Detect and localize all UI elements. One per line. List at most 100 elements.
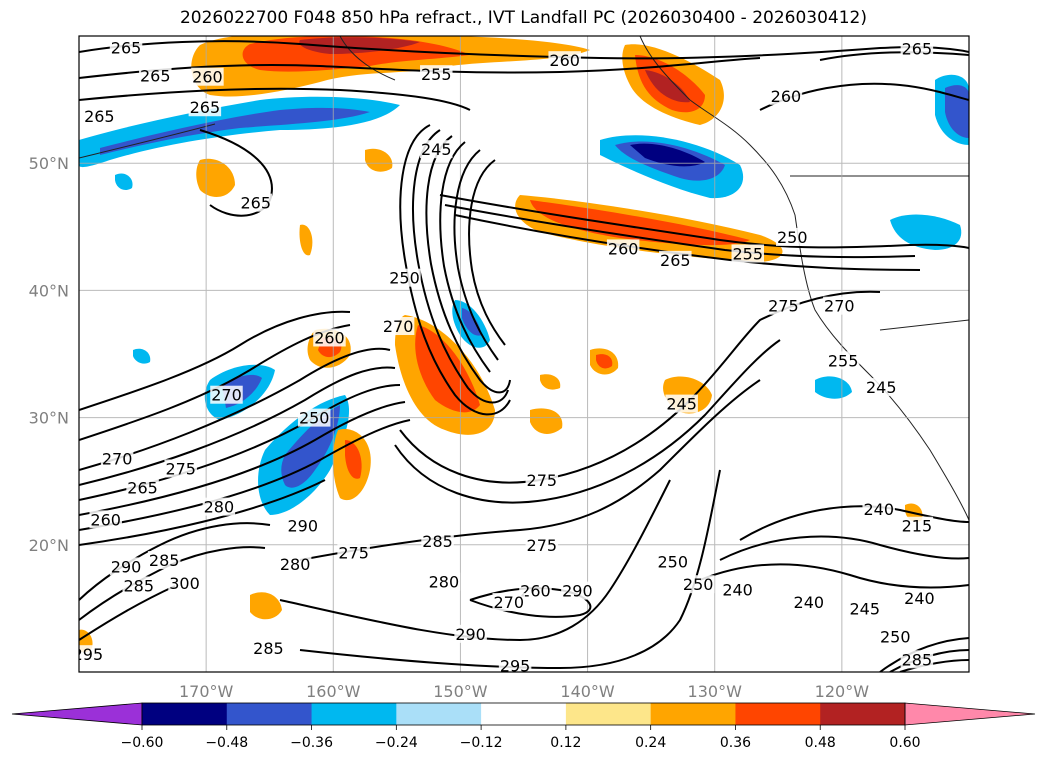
- contour-label: 290: [111, 557, 142, 576]
- contour-label-bg: [109, 38, 143, 57]
- contour-label-bg: [498, 656, 532, 672]
- contour-label: 275: [165, 459, 196, 478]
- contour-label: 245: [666, 395, 697, 414]
- contour-label: 285: [149, 551, 180, 570]
- contour-label: 270: [824, 297, 855, 316]
- contour-label: 265: [140, 66, 171, 85]
- contour-label: 240: [863, 500, 894, 519]
- colorbar-label: 0.60: [889, 735, 920, 751]
- contour-label-bg: [848, 599, 881, 618]
- contour-label-bg: [79, 645, 105, 664]
- colorbar-segment: [481, 703, 567, 725]
- contour-label: 245: [849, 599, 880, 618]
- contour-label: 215: [902, 517, 933, 536]
- contour-label: 245: [421, 140, 452, 159]
- contour-label: 270: [102, 449, 133, 468]
- contour-label-bg: [381, 317, 415, 336]
- colorbar-label: −0.36: [290, 735, 333, 751]
- contour-sw-1: [79, 347, 391, 471]
- shade-w3-orange: [365, 148, 393, 172]
- contour-jet-4: [439, 141, 491, 373]
- colorbar-labels: −0.60 −0.48 −0.36 −0.24 −0.12 0.12 0.24 0.36 0.4…: [121, 725, 921, 751]
- contour-label: 270: [383, 317, 414, 336]
- contour-label: 245: [866, 378, 897, 397]
- shade-sw-red: [345, 440, 362, 479]
- contour-label-bg: [421, 531, 454, 550]
- colorbar-label: −0.12: [460, 735, 503, 751]
- contour-label: 280: [280, 555, 311, 574]
- colorbar-label: 0.24: [635, 735, 666, 751]
- contour-label-bg: [188, 98, 222, 117]
- contour-label-bg: [721, 580, 754, 599]
- contour-label: 240: [794, 593, 825, 612]
- contour-w-275: [79, 310, 351, 411]
- contour-label: 300: [169, 574, 200, 593]
- colorbar-label: 0.36: [720, 735, 751, 751]
- contour-sw-6: [79, 479, 326, 546]
- contour-label-bg: [492, 593, 525, 612]
- contour-label: 275: [527, 471, 558, 490]
- contour-label-bg: [519, 581, 552, 600]
- contour-label-bg: [126, 478, 159, 497]
- colorbar-segment: [650, 703, 736, 725]
- contour-label: 250: [299, 409, 330, 428]
- contour-label: 260: [314, 328, 345, 347]
- contour-label: 280: [204, 498, 235, 517]
- contour-label-bg: [420, 140, 453, 159]
- contour-label: 260: [608, 239, 639, 258]
- contour-bottom-right-3: [899, 659, 969, 672]
- contour-label: 295: [73, 645, 104, 664]
- colorbar-segment: [142, 703, 228, 725]
- lon-tick-label: 120°W: [815, 682, 870, 701]
- colorbar-label: −0.60: [121, 735, 164, 751]
- contour-label: 260: [192, 68, 223, 87]
- coastline-alaska: [339, 36, 396, 81]
- colorbar-segment: [820, 703, 906, 725]
- contour-gulf-3: [454, 214, 921, 271]
- contour-label-bg: [286, 516, 320, 535]
- shade-hi-blue: [115, 173, 133, 191]
- lat-tick-label: 20°N: [29, 536, 69, 555]
- contour-label: 255: [421, 65, 452, 84]
- chart-title: 2026022700 F048 850 hPa refract., IVT La…: [179, 8, 867, 28]
- contour-sw-5: [79, 419, 411, 531]
- contour-label-bg: [900, 516, 934, 535]
- contour-gulf-2: [444, 204, 916, 259]
- contour-label-bg: [865, 378, 898, 397]
- lon-tick-label: 170°W: [179, 682, 234, 701]
- coastline-aleutians: [79, 123, 216, 159]
- contour-label: 265: [84, 107, 115, 126]
- lon-tick-label: 160°W: [306, 682, 361, 701]
- contour-jet-1: [399, 124, 511, 416]
- contour-label-bg: [731, 244, 765, 263]
- contour-label-bg: [454, 624, 487, 643]
- border-us-mexico: [879, 319, 969, 331]
- contour-label: 290: [562, 582, 593, 601]
- contour-jet-3: [425, 135, 511, 394]
- contour-label-bg: [427, 572, 461, 591]
- contour-label-bg: [826, 351, 860, 370]
- contour-label: 270: [493, 593, 524, 612]
- contour-loop-280: [394, 339, 781, 504]
- contour-label: 260: [549, 51, 580, 70]
- colorbar-label: 0.48: [805, 735, 836, 751]
- lat-tick-label: 50°N: [29, 154, 69, 173]
- contour-label: 285: [422, 532, 453, 551]
- contour-label: 285: [123, 577, 154, 596]
- contour-label-bg: [122, 576, 156, 595]
- shade-aleutian-dark: [100, 107, 370, 155]
- colorbar-extend-low: [11, 702, 143, 726]
- contour-label: 250: [880, 627, 911, 646]
- contour-label: 255: [732, 245, 763, 264]
- contour-255-north: [79, 87, 471, 111]
- colorbar-label: −0.48: [205, 735, 248, 751]
- contour-label-bg: [792, 593, 826, 612]
- contour-label: 265: [902, 40, 933, 59]
- contour-label: 275: [768, 297, 799, 316]
- contour-pac-260: [469, 587, 592, 618]
- contour-label: 265: [127, 479, 158, 498]
- contour-label-bg: [83, 107, 116, 126]
- contour-label: 290: [287, 517, 318, 536]
- contour-label: 290: [455, 625, 486, 644]
